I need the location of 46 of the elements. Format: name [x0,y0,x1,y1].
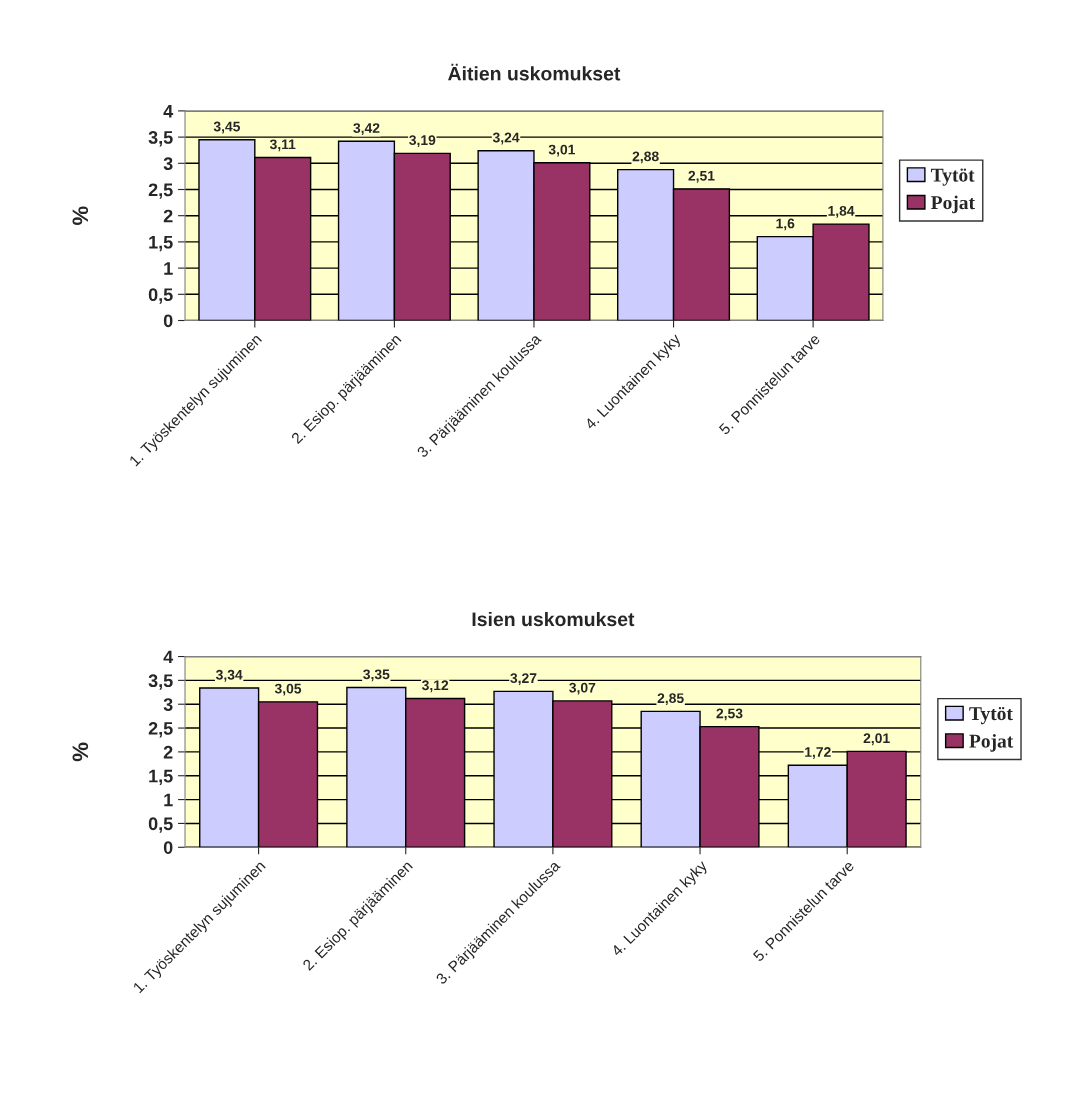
data-label: 3,01 [548,144,576,157]
y-tick-label: 3,5 [148,674,173,690]
legend-label: Tytöt [931,168,975,186]
y-tick-label: 3 [163,698,173,711]
y-tick-label: 1 [164,793,173,807]
data-label: 2,85 [657,693,684,706]
data-label: 3,05 [274,683,302,696]
legend-label: Tytöt [969,706,1013,725]
data-label: 3,12 [421,680,449,693]
data-label: 3,07 [569,682,596,695]
y-tick-label: 1 [164,262,173,275]
data-label: 3,27 [510,673,537,686]
y-tick-label: 0,5 [148,817,173,833]
y-tick-label: 3 [163,157,173,171]
data-label: 2,88 [632,151,659,164]
y-tick-label: 1,5 [149,236,173,252]
data-label: 1,6 [776,218,795,231]
data-label: 2,01 [863,733,890,746]
y-tick-label: 2 [163,745,173,759]
data-label: 3,35 [363,669,390,682]
data-label: 1,84 [828,205,855,218]
legend-label: Pojat [931,195,975,214]
data-label: 3,42 [353,123,380,136]
y-tick-label: 1,5 [149,769,173,786]
data-label: 3,45 [213,121,241,134]
data-label: 3,34 [215,669,243,682]
y-tick-label: 2,5 [148,183,173,199]
y-tick-label: 4 [163,650,174,664]
y-tick-label: 2,5 [148,721,173,738]
chart-title: Äitien uskomukset [448,63,621,81]
legend-label: Pojat [969,734,1014,752]
chart-title: Isien uskomukset [472,611,635,627]
data-label: 2,53 [716,708,743,721]
y-tick-label: 0 [163,314,173,328]
data-label: 3,24 [492,132,520,145]
data-label: 3,19 [409,135,436,148]
y-axis-title: % [72,206,89,226]
y-tick-label: 3,5 [148,131,173,147]
y-tick-label: 0,5 [148,288,173,304]
y-tick-label: 2 [163,209,173,223]
y-tick-label: 0 [163,841,173,854]
data-label: 2,51 [688,170,715,183]
y-axis-title: % [72,742,89,762]
data-label: 1,72 [805,747,831,759]
data-label: 3,11 [269,139,296,152]
y-tick-label: 4 [163,105,174,118]
